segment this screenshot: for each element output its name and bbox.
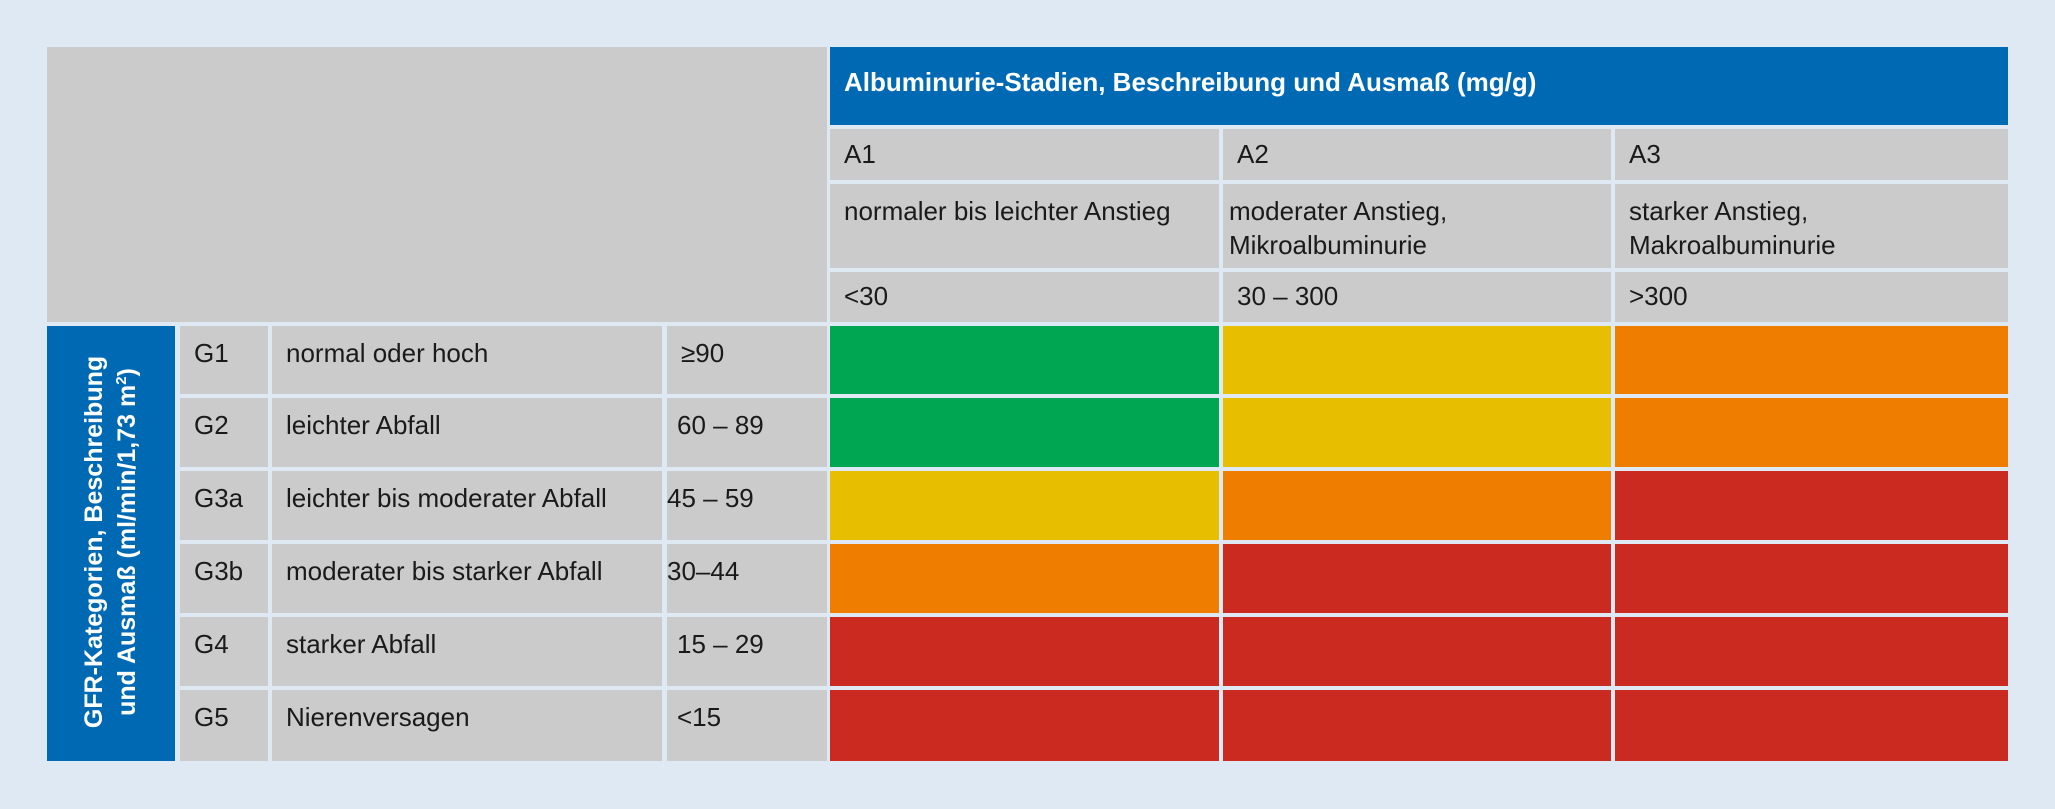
risk-cell-g4-a1	[830, 617, 1219, 686]
stage-a1-code: A1	[830, 129, 1219, 180]
risk-cell-g1-a2	[1223, 326, 1611, 394]
corner-block	[47, 47, 827, 322]
gfr-row-g3a-description: leichter bis moderater Abfall	[272, 471, 662, 540]
gfr-row-g1-code: G1	[180, 326, 268, 394]
gfr-label-line-1: GFR-Kategorien, Beschreibung	[80, 355, 109, 729]
risk-cell-g1-a1	[830, 326, 1219, 394]
risk-cell-g4-a3	[1615, 617, 2008, 686]
gfr-label-line-2: und Ausmaß (ml/min/1,73 m2)	[112, 368, 142, 716]
stage-a1-range: <30	[830, 272, 1219, 322]
gfr-row-g4-code: G4	[180, 617, 268, 686]
gfr-row-g3a-range: 45 – 59	[667, 471, 827, 540]
risk-cell-g3a-a1	[830, 471, 1219, 540]
stage-a3-range: >300	[1615, 272, 2008, 322]
gfr-row-g1-description: normal oder hoch	[272, 326, 662, 394]
gfr-category-label: GFR-Kategorien, Beschreibung und Ausmaß …	[47, 326, 175, 761]
gfr-row-g5-code: G5	[180, 690, 268, 761]
gfr-row-g3b-description: moderater bis starker Abfall	[272, 544, 662, 613]
stage-a1-description: normaler bis leichter Anstieg	[830, 184, 1219, 268]
gfr-row-g2-range: 60 – 89	[667, 398, 827, 467]
risk-cell-g4-a2	[1223, 617, 1611, 686]
stage-a2-range: 30 – 300	[1223, 272, 1611, 322]
risk-cell-g3a-a3	[1615, 471, 2008, 540]
stage-a2-code: A2	[1223, 129, 1611, 180]
risk-cell-g3b-a2	[1223, 544, 1611, 613]
stage-a2-description: moderater Anstieg, Mikroalbuminurie	[1223, 184, 1611, 268]
risk-cell-g5-a3	[1615, 690, 2008, 761]
gfr-row-g3b-code: G3b	[180, 544, 268, 613]
risk-cell-g2-a2	[1223, 398, 1611, 467]
risk-cell-g3b-a1	[830, 544, 1219, 613]
gfr-row-g5-range: <15	[667, 690, 827, 761]
risk-cell-g5-a1	[830, 690, 1219, 761]
gfr-row-g2-description: leichter Abfall	[272, 398, 662, 467]
stage-a3-code: A3	[1615, 129, 2008, 180]
risk-cell-g2-a1	[830, 398, 1219, 467]
gfr-row-g4-description: starker Abfall	[272, 617, 662, 686]
risk-cell-g5-a2	[1223, 690, 1611, 761]
gfr-row-g3b-range: 30–44	[667, 544, 827, 613]
risk-cell-g3b-a3	[1615, 544, 2008, 613]
risk-cell-g2-a3	[1615, 398, 2008, 467]
gfr-row-g5-description: Nierenversagen	[272, 690, 662, 761]
gfr-row-g4-range: 15 – 29	[667, 617, 827, 686]
risk-cell-g1-a3	[1615, 326, 2008, 394]
stage-a3-description: starker Anstieg, Makroalbuminurie	[1615, 184, 2008, 268]
albuminuria-title: Albuminurie-Stadien, Beschreibung und Au…	[830, 47, 2008, 125]
gfr-row-g2-code: G2	[180, 398, 268, 467]
gfr-row-g1-range: ≥90	[667, 326, 827, 394]
risk-cell-g3a-a2	[1223, 471, 1611, 540]
gfr-row-g3a-code: G3a	[180, 471, 268, 540]
